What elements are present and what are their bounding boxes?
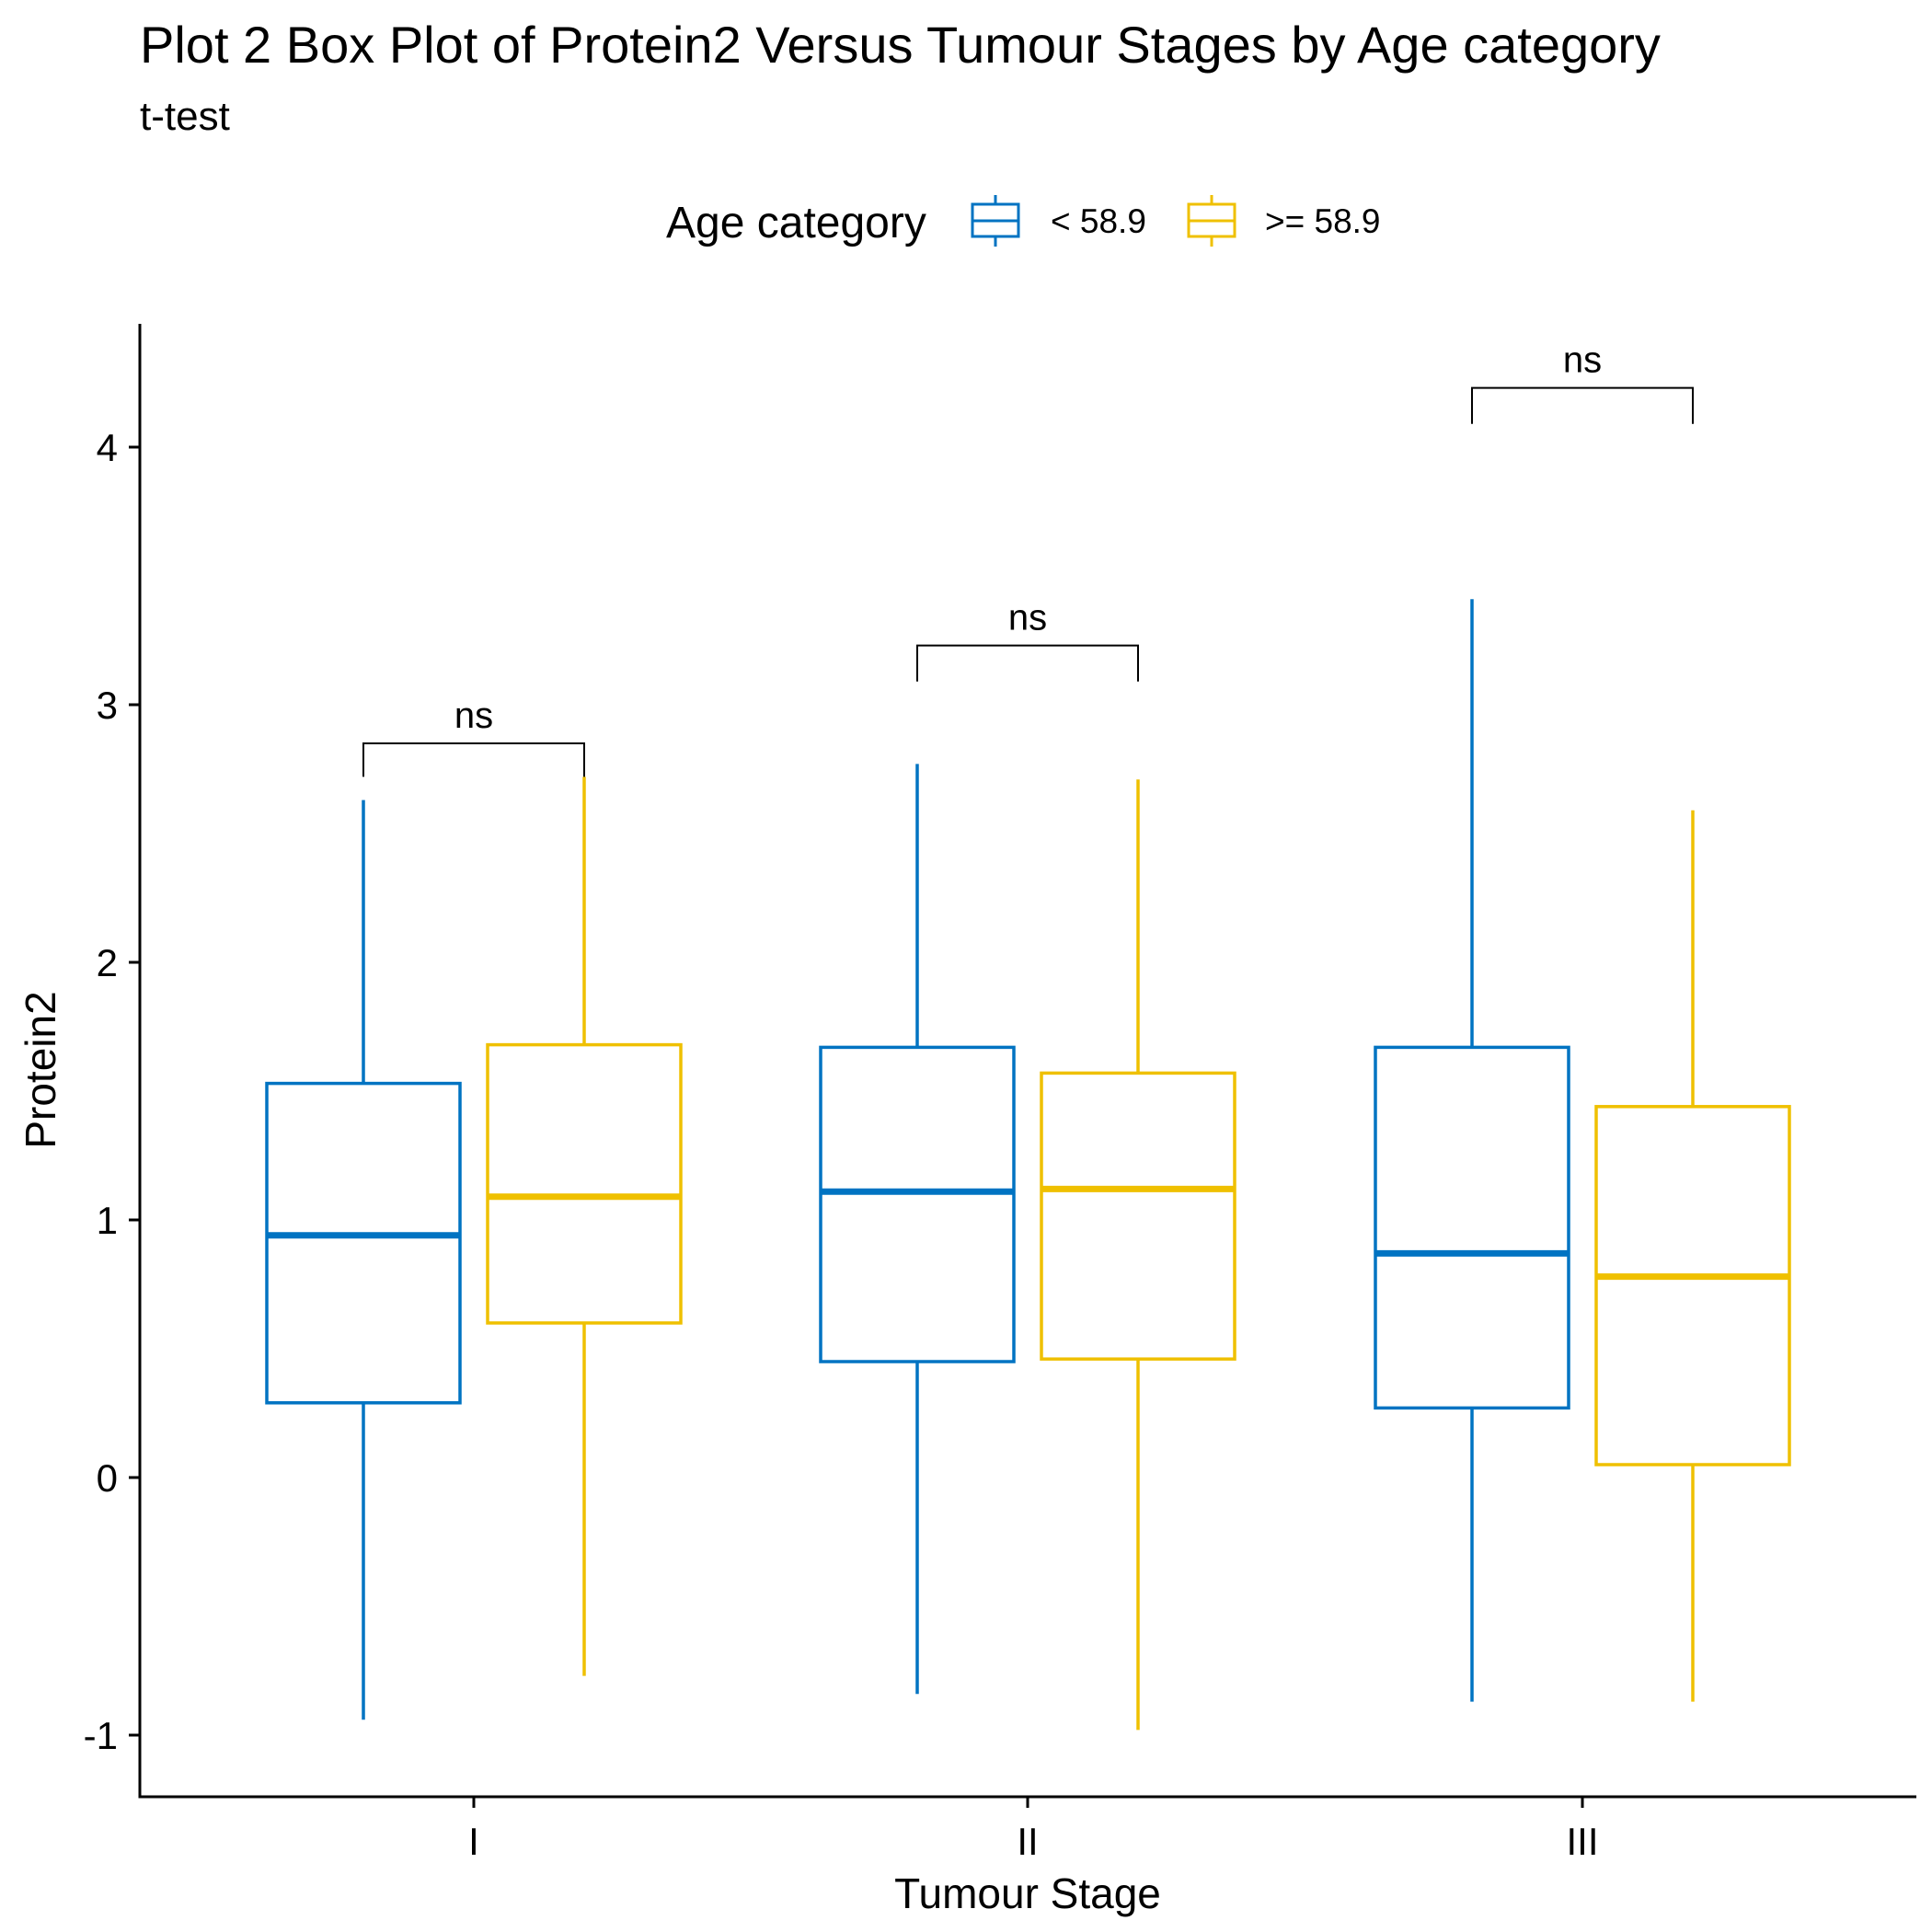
legend-key-58-9-and-over <box>1187 195 1236 247</box>
box-iqr <box>265 1081 462 1405</box>
legend: Age category < 58.9 >= 58.9 <box>666 195 1381 247</box>
y-tick-label: 1 <box>97 1199 118 1242</box>
x-tick-label: I <box>468 1820 479 1863</box>
box-iqr <box>819 1045 1016 1363</box>
legend-label-58-9-and-over: >= 58.9 <box>1265 202 1381 240</box>
x-tick-label: III <box>1566 1820 1598 1863</box>
legend-title: Age category <box>666 199 926 247</box>
significance-label: ns <box>1563 340 1602 381</box>
significance-label: ns <box>454 696 493 736</box>
y-tick-label: 4 <box>97 426 118 469</box>
y-axis-title: Protein2 <box>17 991 64 1148</box>
y-tick-label: 0 <box>97 1456 118 1500</box>
chart-title: Plot 2 Box Plot of Protein2 Versus Tumou… <box>140 16 1661 74</box>
x-tick-label: II <box>1017 1820 1038 1863</box>
legend-label-under-58-9: < 58.9 <box>1051 202 1146 240</box>
significance-bracket <box>362 742 585 777</box>
chart-subtitle: t-test <box>140 94 230 139</box>
significance-bracket <box>1471 386 1694 424</box>
legend-key-under-58-9 <box>971 195 1020 247</box>
box-iqr <box>486 1042 683 1325</box>
x-axis-title: Tumour Stage <box>894 1869 1161 1917</box>
significance-label: ns <box>1008 598 1047 638</box>
y-tick-label: -1 <box>84 1714 118 1757</box>
y-tick-label: 3 <box>97 684 118 727</box>
box-iqr <box>1040 1071 1236 1361</box>
box-iqr <box>1594 1105 1791 1466</box>
significance-bracket <box>916 644 1139 682</box>
y-tick-label: 2 <box>97 941 118 984</box>
box-iqr <box>1374 1045 1570 1410</box>
